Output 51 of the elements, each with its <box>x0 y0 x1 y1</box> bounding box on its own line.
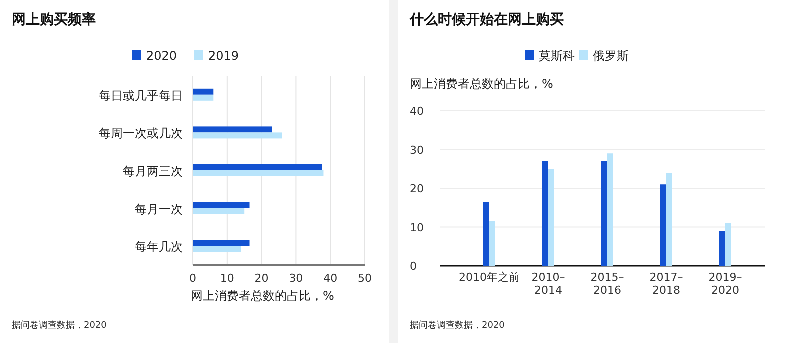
bar <box>666 173 672 266</box>
bar <box>193 240 250 246</box>
bar <box>193 88 214 95</box>
x-tick-label: 50 <box>358 272 372 285</box>
y-tick-label: 每月一次 <box>135 202 183 216</box>
x-tick-label: 2017– 2018 <box>650 271 684 298</box>
text: 网上购买频率 <box>12 11 96 28</box>
bar <box>726 223 732 266</box>
bar <box>484 202 490 266</box>
chart-title: 什么时候开始在网上购买 <box>409 12 564 28</box>
bar <box>193 202 250 208</box>
legend-label: 2019 <box>208 49 240 63</box>
bar <box>548 169 554 266</box>
x-tick-label: 30 <box>289 272 304 285</box>
y-tick-label: 每周一次或几次 <box>99 126 183 141</box>
bar <box>193 126 272 133</box>
y-tick-label: 每月两三次 <box>123 164 183 178</box>
bar <box>602 161 608 266</box>
bar <box>193 208 245 214</box>
x-tick-label: 2015– 2016 <box>590 271 624 298</box>
bar <box>720 231 726 266</box>
y-tick-label: 20 <box>410 182 424 196</box>
x-tick-label: 2010年之前 <box>459 271 520 284</box>
legend-label: 俄罗斯 <box>593 49 629 63</box>
x-tick-label: 20 <box>254 272 269 285</box>
bar <box>608 154 614 266</box>
y-tick-label: 30 <box>410 144 424 157</box>
y-tick-label: 0 <box>410 260 417 273</box>
x-tick-label: 2010– 2014 <box>532 271 566 298</box>
bar <box>193 132 282 139</box>
x-tick-label: 10 <box>220 272 234 285</box>
bar <box>660 184 666 266</box>
x-tick-label: 40 <box>324 272 338 285</box>
y-tick-label: 每年几次 <box>135 240 183 254</box>
bar <box>193 170 324 176</box>
x-tick-label: 0 <box>190 272 196 285</box>
legend-label: 莫斯科 <box>539 49 575 63</box>
bar <box>193 246 242 252</box>
y-axis-title: 网上消费者总数的占比，% <box>410 77 554 91</box>
legend-label: 2020 <box>146 49 178 63</box>
x-tick-label: 2019– 2020 <box>708 271 742 298</box>
text: 据问卷调查数据，2020 <box>12 320 108 331</box>
y-tick-label: 每日或几乎每日 <box>99 88 183 103</box>
bar <box>542 161 548 266</box>
bar <box>193 94 214 101</box>
bar <box>193 164 322 170</box>
text: 据问卷调查数据，2020 <box>410 320 506 331</box>
y-tick-label: 10 <box>410 221 424 234</box>
x-axis-title: 网上消费者总数的占比，% <box>191 289 334 303</box>
bar <box>490 221 496 266</box>
y-tick-label: 40 <box>410 105 424 118</box>
